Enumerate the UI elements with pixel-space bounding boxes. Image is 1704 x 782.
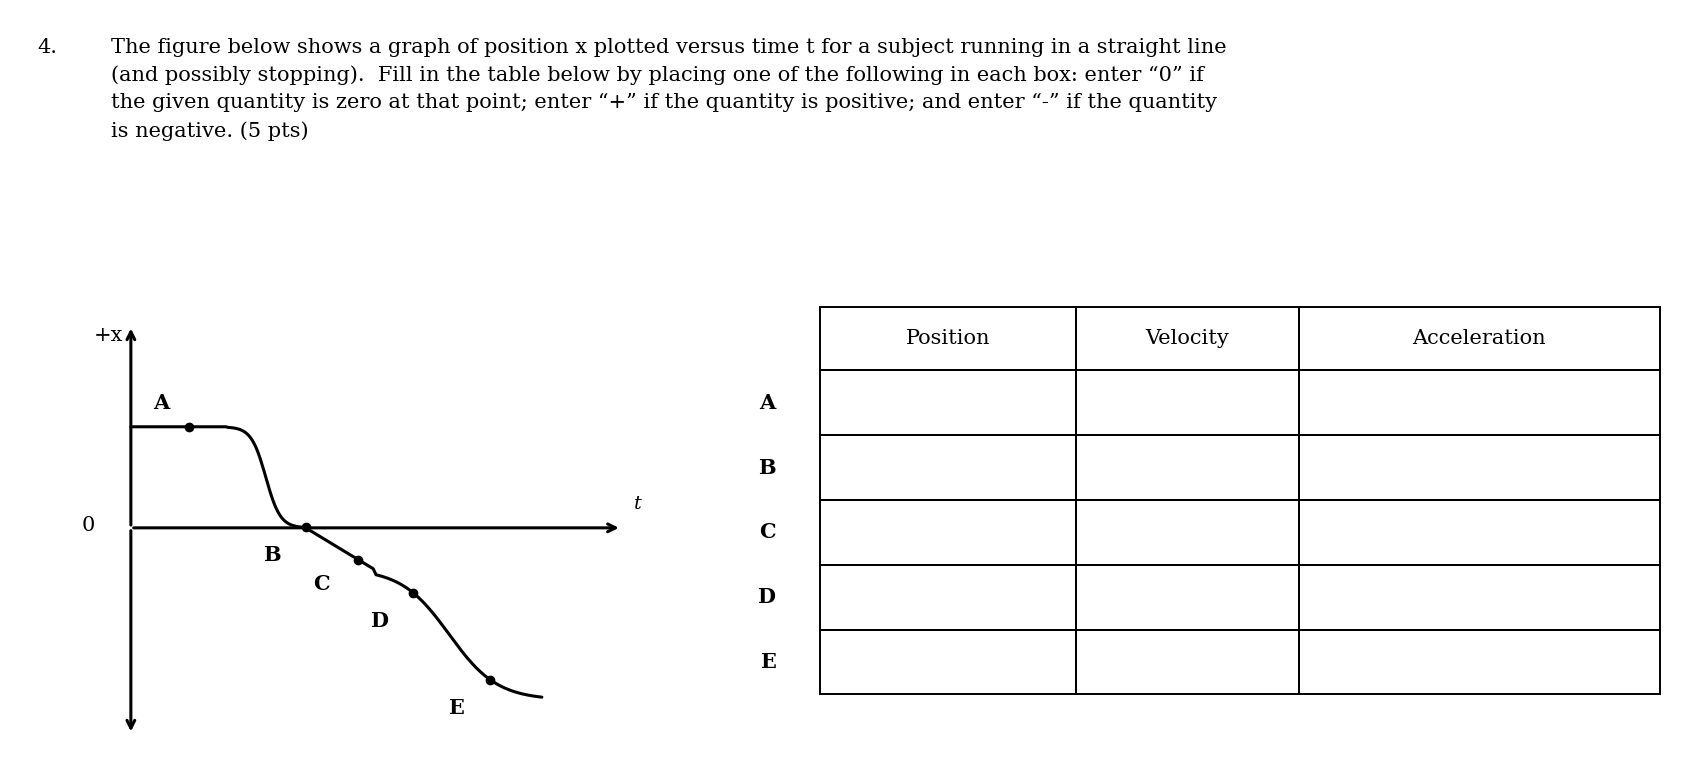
Bar [1077,565,1298,630]
Text: The figure below shows a graph of position x plotted versus time t for a subject: The figure below shows a graph of positi… [111,38,1227,141]
Bar [1077,630,1298,694]
Bar [820,565,1077,630]
Text: C: C [314,574,329,594]
Text: Acceleration: Acceleration [1413,329,1546,348]
Text: E: E [448,698,463,718]
Bar [1077,435,1298,500]
Text: A: A [153,393,170,413]
Text: 0: 0 [82,516,95,535]
Text: C: C [758,522,775,543]
Text: t: t [634,495,642,513]
Bar [1298,371,1660,435]
Bar [1077,307,1298,371]
Bar [820,435,1077,500]
Text: A: A [760,393,775,413]
Bar [1298,630,1660,694]
Text: B: B [758,457,775,478]
Text: Velocity: Velocity [1145,329,1229,348]
Bar [820,630,1077,694]
Text: E: E [760,652,775,672]
Bar [1298,307,1660,371]
Text: D: D [370,611,389,631]
Text: Position: Position [907,329,990,348]
Bar [1298,435,1660,500]
Text: +x: +x [94,325,123,345]
Text: 4.: 4. [37,38,58,56]
Bar [1298,565,1660,630]
Bar [1077,500,1298,565]
Bar [820,371,1077,435]
Text: D: D [758,587,775,607]
Bar [820,307,1077,371]
Bar [820,500,1077,565]
Text: B: B [262,545,281,565]
Bar [1077,371,1298,435]
Bar [1298,500,1660,565]
